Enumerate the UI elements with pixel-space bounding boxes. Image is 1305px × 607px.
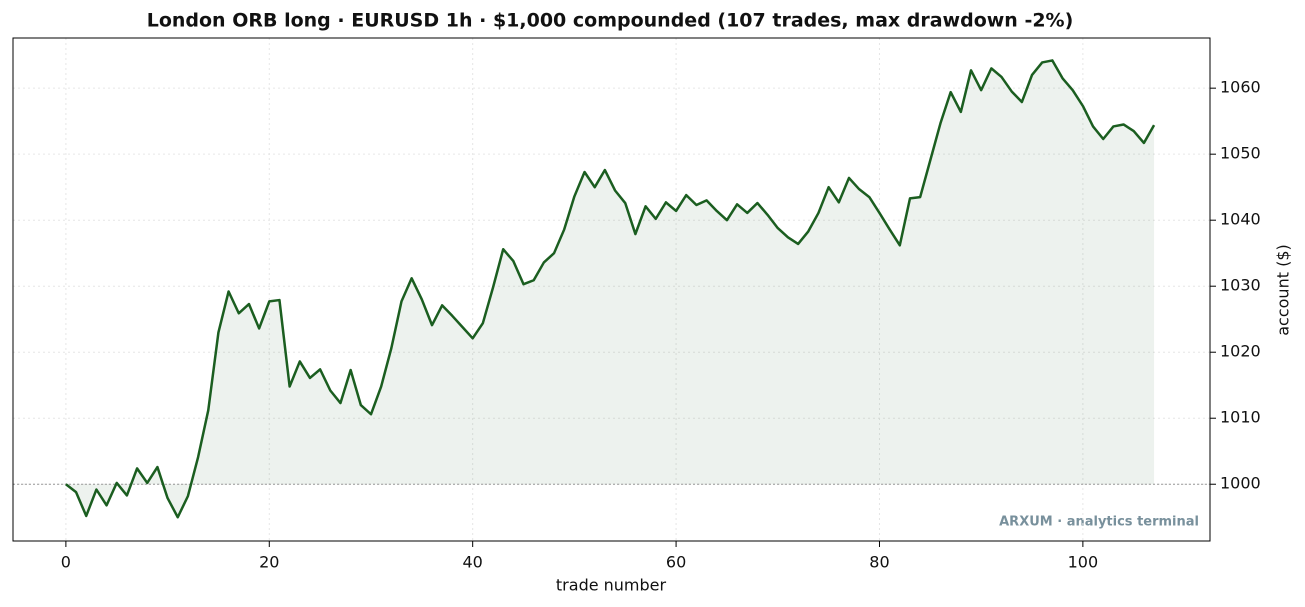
y-axis-label: account ($) — [1274, 244, 1293, 336]
x-tick-label: 0 — [61, 553, 71, 572]
watermark: ARXUM · analytics terminal — [999, 515, 1199, 530]
y-tick-label: 1010 — [1220, 408, 1261, 427]
y-tick-label: 1050 — [1220, 144, 1261, 163]
y-tick-label: 1030 — [1220, 276, 1261, 295]
x-tick-label: 100 — [1068, 553, 1099, 572]
x-tick-label: 20 — [259, 553, 279, 572]
x-axis-label: trade number — [556, 576, 667, 595]
y-tick-label: 1060 — [1220, 78, 1261, 97]
area-fill — [65, 60, 1155, 518]
x-tick-label: 60 — [666, 553, 686, 572]
y-tick-label: 1000 — [1220, 474, 1261, 493]
x-tick-label: 80 — [869, 553, 889, 572]
y-tick-label: 1020 — [1220, 342, 1261, 361]
chart-title: London ORB long · EURUSD 1h · $1,000 com… — [147, 10, 1074, 32]
y-tick-label: 1040 — [1220, 210, 1261, 229]
plot-frame — [12, 37, 1211, 542]
x-tick-label: 40 — [463, 553, 483, 572]
line — [65, 59, 1156, 519]
